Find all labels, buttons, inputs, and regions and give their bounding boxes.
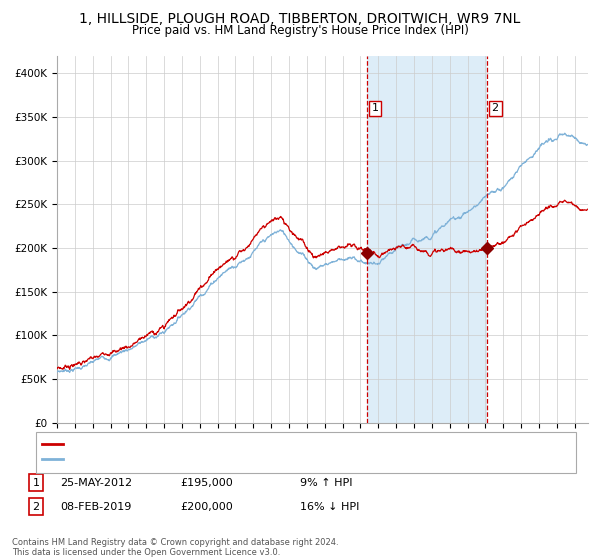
Text: 1: 1 [371,104,379,114]
Text: 2: 2 [491,104,499,114]
Text: Contains HM Land Registry data © Crown copyright and database right 2024.
This d: Contains HM Land Registry data © Crown c… [12,538,338,557]
Text: 9% ↑ HPI: 9% ↑ HPI [300,478,353,488]
Bar [367,56,487,423]
Text: HPI: Average price, semi-detached house, Wychavon: HPI: Average price, semi-detached house,… [67,455,319,464]
Text: Price paid vs. HM Land Registry's House Price Index (HPI): Price paid vs. HM Land Registry's House … [131,24,469,36]
Text: £195,000: £195,000 [180,478,233,488]
Text: 1, HILLSIDE, PLOUGH ROAD, TIBBERTON, DROITWICH, WR9 7NL: 1, HILLSIDE, PLOUGH ROAD, TIBBERTON, DRO… [79,12,521,26]
Text: 1: 1 [32,478,40,488]
Text: £200,000: £200,000 [180,502,233,512]
Text: 1, HILLSIDE, PLOUGH ROAD, TIBBERTON, DROITWICH, WR9 7NL (semi-detached house): 1, HILLSIDE, PLOUGH ROAD, TIBBERTON, DRO… [67,439,480,448]
Text: 2: 2 [32,502,40,512]
Text: 25-MAY-2012: 25-MAY-2012 [60,478,132,488]
Text: 16% ↓ HPI: 16% ↓ HPI [300,502,359,512]
Text: 08-FEB-2019: 08-FEB-2019 [60,502,131,512]
